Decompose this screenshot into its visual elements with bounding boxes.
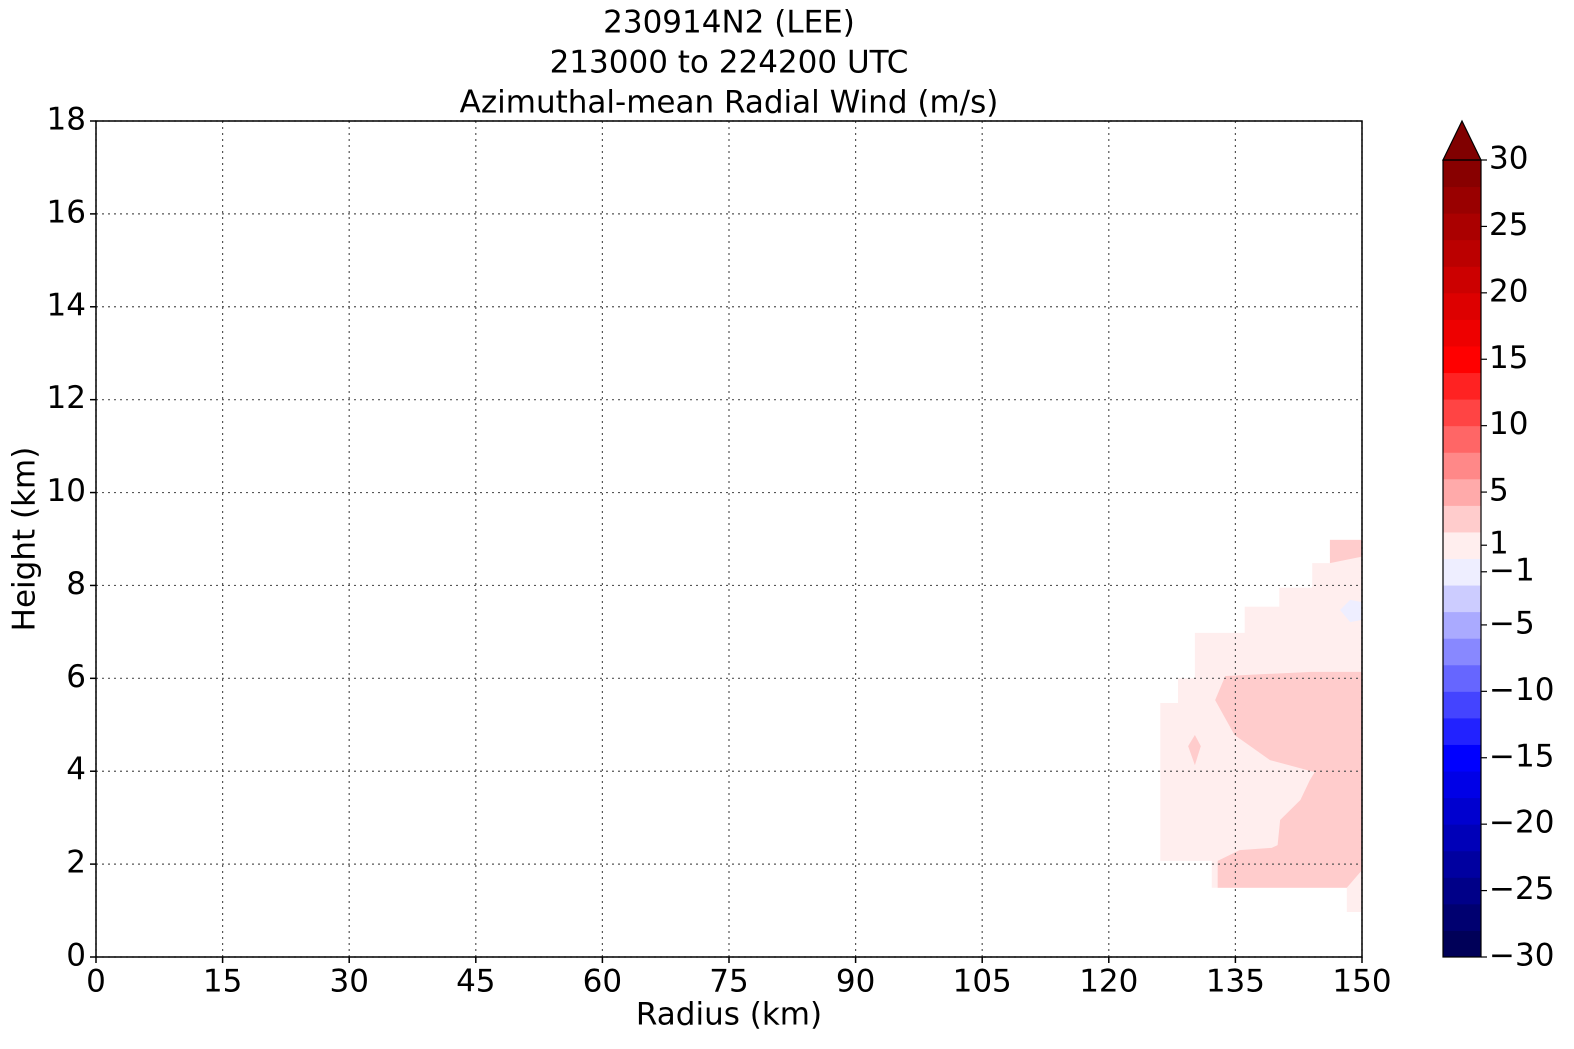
x-tick-label: 120 xyxy=(1079,964,1138,1000)
colorbar-band xyxy=(1443,903,1481,931)
colorbar-band xyxy=(1443,771,1481,799)
colorbar-band xyxy=(1443,186,1481,214)
title-line: 230914N2 (LEE) xyxy=(603,5,855,41)
colorbar-band xyxy=(1443,345,1481,374)
y-axis-label: Height (km) xyxy=(7,447,43,632)
colorbar-band xyxy=(1443,425,1481,453)
y-tick-label: 4 xyxy=(66,752,86,788)
colorbar-band xyxy=(1443,930,1481,958)
colorbar-band xyxy=(1443,691,1481,719)
colorbar-tick-label: 15 xyxy=(1489,340,1528,376)
plot-frame xyxy=(95,120,1363,958)
contour-region xyxy=(1215,671,1362,888)
colorbar-band xyxy=(1443,319,1481,347)
colorbar-tick-label: 30 xyxy=(1489,141,1528,177)
x-tick-label: 15 xyxy=(203,964,242,1000)
contour-region xyxy=(1188,734,1201,766)
colorbar-band xyxy=(1443,452,1481,480)
colorbar-band xyxy=(1443,850,1481,878)
colorbar-band xyxy=(1443,505,1481,533)
x-tick-label: 105 xyxy=(953,964,1012,1000)
colorbar-extension xyxy=(1442,119,1482,161)
x-tick-label: 135 xyxy=(1206,964,1265,1000)
x-tick-label: 30 xyxy=(329,964,368,1000)
x-tick-label: 45 xyxy=(456,964,495,1000)
colorbar-tick-label: −1 xyxy=(1489,552,1535,588)
y-tick-label: 0 xyxy=(66,938,86,974)
title-line: 213000 to 224200 UTC xyxy=(550,45,909,81)
colorbar-tick-label: 5 xyxy=(1489,473,1509,509)
y-tick-label: 10 xyxy=(47,473,86,509)
y-tick-label: 14 xyxy=(47,287,86,323)
colorbar-tick-label: −15 xyxy=(1489,738,1554,774)
colorbar-band xyxy=(1443,824,1481,852)
y-tick-label: 8 xyxy=(66,566,86,602)
colorbar-band xyxy=(1443,585,1481,613)
colorbar-band xyxy=(1443,266,1481,294)
contour-region xyxy=(1340,599,1362,623)
colorbar-band xyxy=(1443,877,1481,905)
colorbar-tick-label: 10 xyxy=(1489,406,1528,442)
y-tick-label: 18 xyxy=(47,102,86,138)
colorbar-band xyxy=(1443,717,1481,745)
x-tick-label: 60 xyxy=(583,964,622,1000)
y-tick-label: 6 xyxy=(66,659,86,695)
x-axis-label: Radius (km) xyxy=(636,997,822,1033)
colorbar-tick-label: −25 xyxy=(1489,871,1554,907)
colorbar-band xyxy=(1443,744,1481,772)
colorbar-band xyxy=(1443,638,1481,666)
colorbar-band xyxy=(1443,399,1481,427)
colorbar-tick-label: −30 xyxy=(1489,938,1554,974)
colorbar-tick-label: −5 xyxy=(1489,605,1535,641)
contour-region xyxy=(1329,539,1362,564)
y-tick-label: 16 xyxy=(47,194,86,230)
colorbar-band xyxy=(1443,664,1481,692)
colorbar-band xyxy=(1443,478,1481,506)
colorbar-band xyxy=(1443,292,1481,320)
colorbar-tick-label: 1 xyxy=(1489,526,1509,562)
x-tick-label: 0 xyxy=(86,964,106,1000)
colorbar-tick-label: 25 xyxy=(1489,207,1528,243)
colorbar-frame xyxy=(1442,159,1482,958)
colorbar-band xyxy=(1443,239,1481,267)
colorbar-tick-label: 20 xyxy=(1489,273,1528,309)
x-tick-label: 75 xyxy=(709,964,748,1000)
colorbar-band xyxy=(1443,160,1481,188)
colorbar-band xyxy=(1443,372,1481,400)
colorbar-band xyxy=(1443,797,1481,825)
colorbar-band xyxy=(1443,558,1481,586)
colorbar-band xyxy=(1443,531,1481,559)
x-tick-label: 90 xyxy=(836,964,875,1000)
colorbar-band xyxy=(1443,213,1481,241)
y-tick-label: 12 xyxy=(47,380,86,416)
x-tick-label: 150 xyxy=(1332,964,1391,1000)
title-line: Azimuthal-mean Radial Wind (m/s) xyxy=(460,85,999,121)
colorbar-band xyxy=(1443,611,1481,639)
colorbar-tick-label: −10 xyxy=(1489,672,1554,708)
colorbar-tick-label: −20 xyxy=(1489,805,1554,841)
y-tick-label: 2 xyxy=(66,845,86,881)
